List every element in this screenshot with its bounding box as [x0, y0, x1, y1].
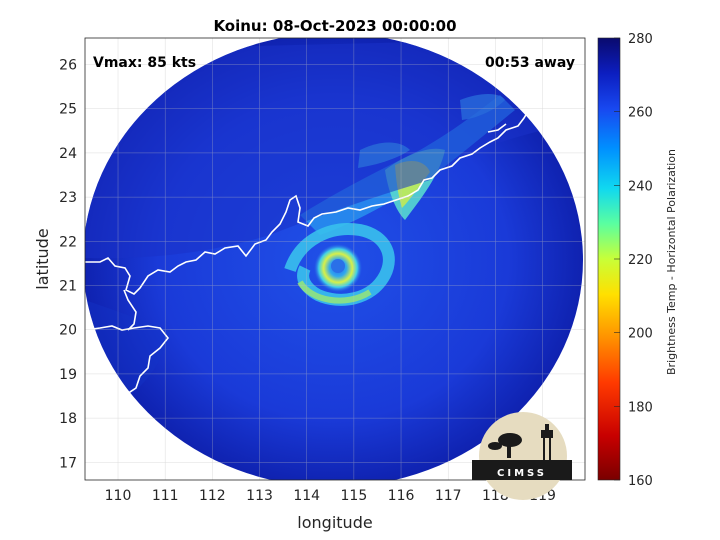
colorbar: 160 180 200 220 240 260 280 Brightness Temp - … — [597, 32, 678, 489]
satellite-dish-icon — [488, 433, 522, 458]
colorbar-tick-label: 220 — [628, 253, 653, 268]
x-tick-label: 115 — [341, 488, 368, 504]
grid — [85, 38, 585, 480]
y-axis-label: latitude — [33, 228, 52, 289]
x-tick-label: 116 — [388, 488, 415, 504]
y-tick-label: 21 — [59, 279, 77, 295]
y-tick-label: 24 — [59, 146, 77, 162]
axes-frame — [84, 37, 586, 481]
x-tick-label: 114 — [293, 488, 320, 504]
y-tick-label: 17 — [59, 455, 77, 471]
coastline — [85, 43, 585, 409]
x-tick-label: 112 — [199, 488, 226, 504]
y-axis: 17 18 19 20 21 22 23 24 25 26 — [59, 58, 77, 472]
vmax-label: Vmax: 85 kts — [93, 55, 196, 71]
colorbar-tick-label: 180 — [628, 400, 653, 415]
x-tick-label: 111 — [152, 488, 179, 504]
y-tick-label: 23 — [59, 190, 77, 206]
y-tick-label: 22 — [59, 234, 77, 250]
x-tick-label: 117 — [435, 488, 462, 504]
storm-eye — [331, 259, 345, 273]
water-tower-icon — [541, 424, 553, 460]
x-axis: 110 111 112 113 114 115 116 117 118 119 — [105, 488, 556, 504]
y-tick-label: 20 — [59, 323, 77, 339]
cimss-logo: CIMSS — [472, 412, 572, 500]
x-axis-label: longitude — [297, 513, 372, 532]
colorbar-label: Brightness Temp - Horizontal Polarizatio… — [665, 149, 678, 375]
colorbar-tick-label: 260 — [628, 106, 653, 121]
plot-area — [85, 38, 585, 480]
y-tick-label: 26 — [59, 58, 77, 74]
y-tick-label: 18 — [59, 411, 77, 427]
colorbar-tick-label: 160 — [628, 474, 653, 489]
logo-text: CIMSS — [497, 468, 547, 479]
colorbar-tick-label: 240 — [628, 179, 653, 194]
time-offset-label: 00:53 away — [485, 55, 575, 71]
colorbar-tick-label: 200 — [628, 327, 653, 342]
y-tick-label: 19 — [59, 367, 77, 383]
chart-title: Koinu: 08-Oct-2023 00:00:00 — [213, 17, 456, 35]
y-tick-label: 25 — [59, 102, 77, 118]
colorbar-tick-label: 280 — [628, 32, 653, 47]
x-tick-label: 110 — [105, 488, 132, 504]
x-tick-label: 113 — [246, 488, 273, 504]
